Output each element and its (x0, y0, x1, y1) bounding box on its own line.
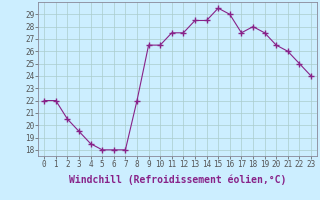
X-axis label: Windchill (Refroidissement éolien,°C): Windchill (Refroidissement éolien,°C) (69, 175, 286, 185)
